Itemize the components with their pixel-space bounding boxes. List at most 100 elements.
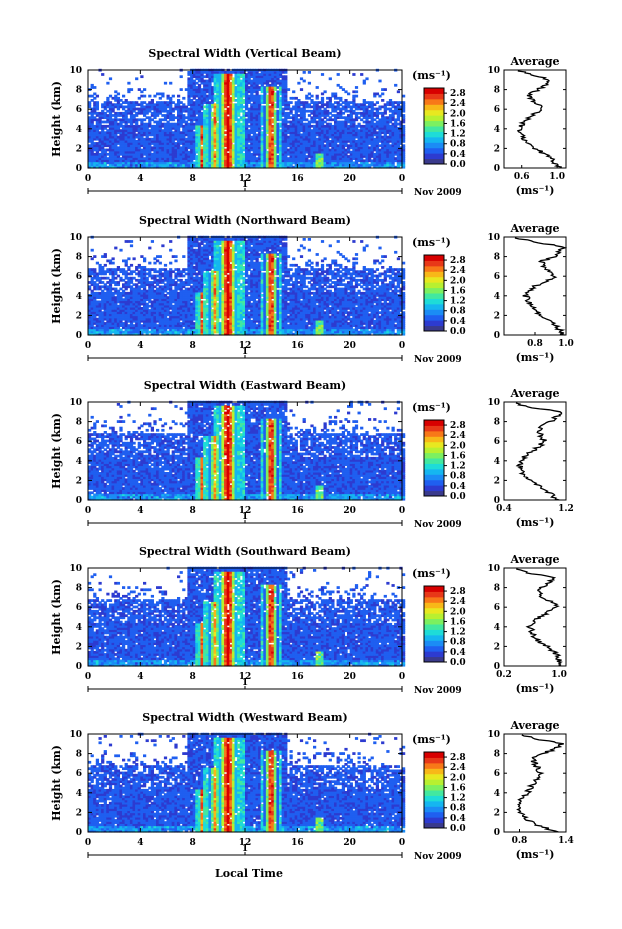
heatmap-cell — [111, 159, 115, 163]
heatmap-cell — [111, 135, 115, 139]
heatmap-cell — [111, 120, 115, 124]
heatmap-cell — [226, 94, 230, 98]
heatmap-cell — [171, 94, 175, 98]
heatmap-cell — [289, 163, 293, 167]
heatmap-cell — [286, 105, 291, 109]
heatmap-cell — [320, 111, 325, 115]
heatmap-cell — [88, 281, 92, 284]
heatmap-cell — [108, 300, 113, 304]
heatmap-cell — [106, 133, 110, 137]
heatmap-cell — [216, 81, 220, 85]
heatmap-cell — [391, 144, 395, 148]
heatmap-cell — [166, 140, 170, 143]
heatmap-cell — [95, 159, 100, 163]
heatmap-cell — [106, 276, 110, 280]
heatmap-cell — [197, 83, 202, 87]
heatmap-cell — [229, 120, 233, 124]
heatmap-cell — [211, 79, 215, 83]
heatmap-cell — [143, 146, 147, 150]
heatmap-cell — [315, 133, 319, 137]
heatmap-cell — [273, 150, 278, 154]
heatmap-cell — [349, 118, 353, 122]
heatmap-cell — [111, 103, 115, 107]
heatmap-cell — [122, 105, 126, 109]
heatmap-cell — [95, 328, 100, 332]
heatmap-cell — [135, 148, 139, 152]
heatmap-cell — [108, 291, 113, 295]
heatmap-cell — [388, 152, 393, 156]
heatmap-cell — [315, 105, 319, 109]
heatmap-cell — [163, 263, 168, 267]
heatmap-cell — [365, 150, 369, 154]
heatmap-cell — [250, 140, 254, 143]
heatmap-cell — [381, 111, 385, 115]
heatmap-cell — [265, 88, 270, 91]
heatmap-cell — [200, 88, 204, 91]
heatmap-cell — [250, 94, 254, 98]
heatmap-cell — [402, 161, 406, 165]
heatmap-cell — [247, 88, 251, 91]
heatmap-cell — [252, 94, 257, 98]
heatmap-cell — [247, 124, 251, 128]
heatmap-cell — [221, 96, 225, 100]
heatmap-cell — [375, 124, 380, 128]
heatmap-cell — [245, 159, 249, 163]
heatmap-cell — [129, 88, 134, 91]
heatmap-cell — [224, 96, 228, 100]
heatmap-cell — [101, 281, 105, 284]
heatmap-cell — [182, 118, 186, 122]
heatmap-cell — [156, 105, 160, 109]
heatmap-cell — [260, 114, 264, 117]
heatmap-cell — [336, 131, 340, 135]
heatmap-cell — [386, 122, 390, 126]
heatmap-cell — [260, 79, 264, 83]
heatmap-cell — [381, 99, 385, 102]
heatmap-cell — [218, 96, 223, 100]
heatmap-cell — [279, 155, 283, 158]
heatmap-cell — [386, 103, 390, 107]
heatmap-cell — [271, 150, 275, 154]
heatmap-cell — [391, 111, 395, 115]
heatmap-cell — [313, 140, 317, 143]
heatmap-cell — [289, 157, 293, 160]
heatmap-cell — [276, 159, 280, 163]
heatmap-cell — [218, 135, 223, 139]
heatmap-cell — [174, 133, 178, 137]
heatmap-cell — [271, 135, 275, 139]
heatmap-cell — [336, 135, 340, 139]
heatmap-cell — [310, 157, 314, 160]
heatmap-cell — [161, 155, 165, 158]
heatmap-cell — [166, 163, 170, 167]
heatmap-cell — [231, 88, 236, 91]
heatmap-cell — [135, 163, 139, 167]
heatmap-cell — [362, 137, 366, 141]
heatmap-cell — [127, 133, 131, 137]
heatmap-cell — [281, 114, 285, 117]
heatmap-cell — [182, 142, 186, 145]
heatmap-cell — [197, 131, 202, 135]
heatmap-cell — [252, 101, 257, 104]
heatmap-cell — [315, 114, 319, 117]
heatmap-cell — [101, 270, 105, 274]
heatmap-cell — [258, 155, 262, 158]
heatmap-cell — [297, 107, 301, 111]
heatmap-cell — [234, 92, 238, 96]
heatmap-cell — [260, 111, 264, 115]
heatmap-cell — [88, 150, 92, 154]
heatmap-cell — [163, 155, 168, 158]
heatmap-cell — [265, 146, 270, 150]
heatmap-cell — [216, 86, 220, 89]
heatmap-cell — [205, 163, 210, 167]
heatmap-cell — [362, 107, 366, 111]
heatmap-cell — [396, 131, 401, 135]
colorbar-swatch — [424, 158, 444, 165]
heatmap-cell — [294, 103, 298, 107]
heatmap-cell — [279, 83, 283, 87]
x-tick-label: 8 — [190, 174, 196, 184]
heatmap-cell — [182, 144, 186, 148]
heatmap-cell — [205, 131, 210, 135]
heatmap-cell — [137, 109, 141, 113]
heatmap-cell — [276, 116, 280, 120]
heatmap-cell — [132, 135, 136, 139]
heatmap-cell — [103, 155, 107, 158]
